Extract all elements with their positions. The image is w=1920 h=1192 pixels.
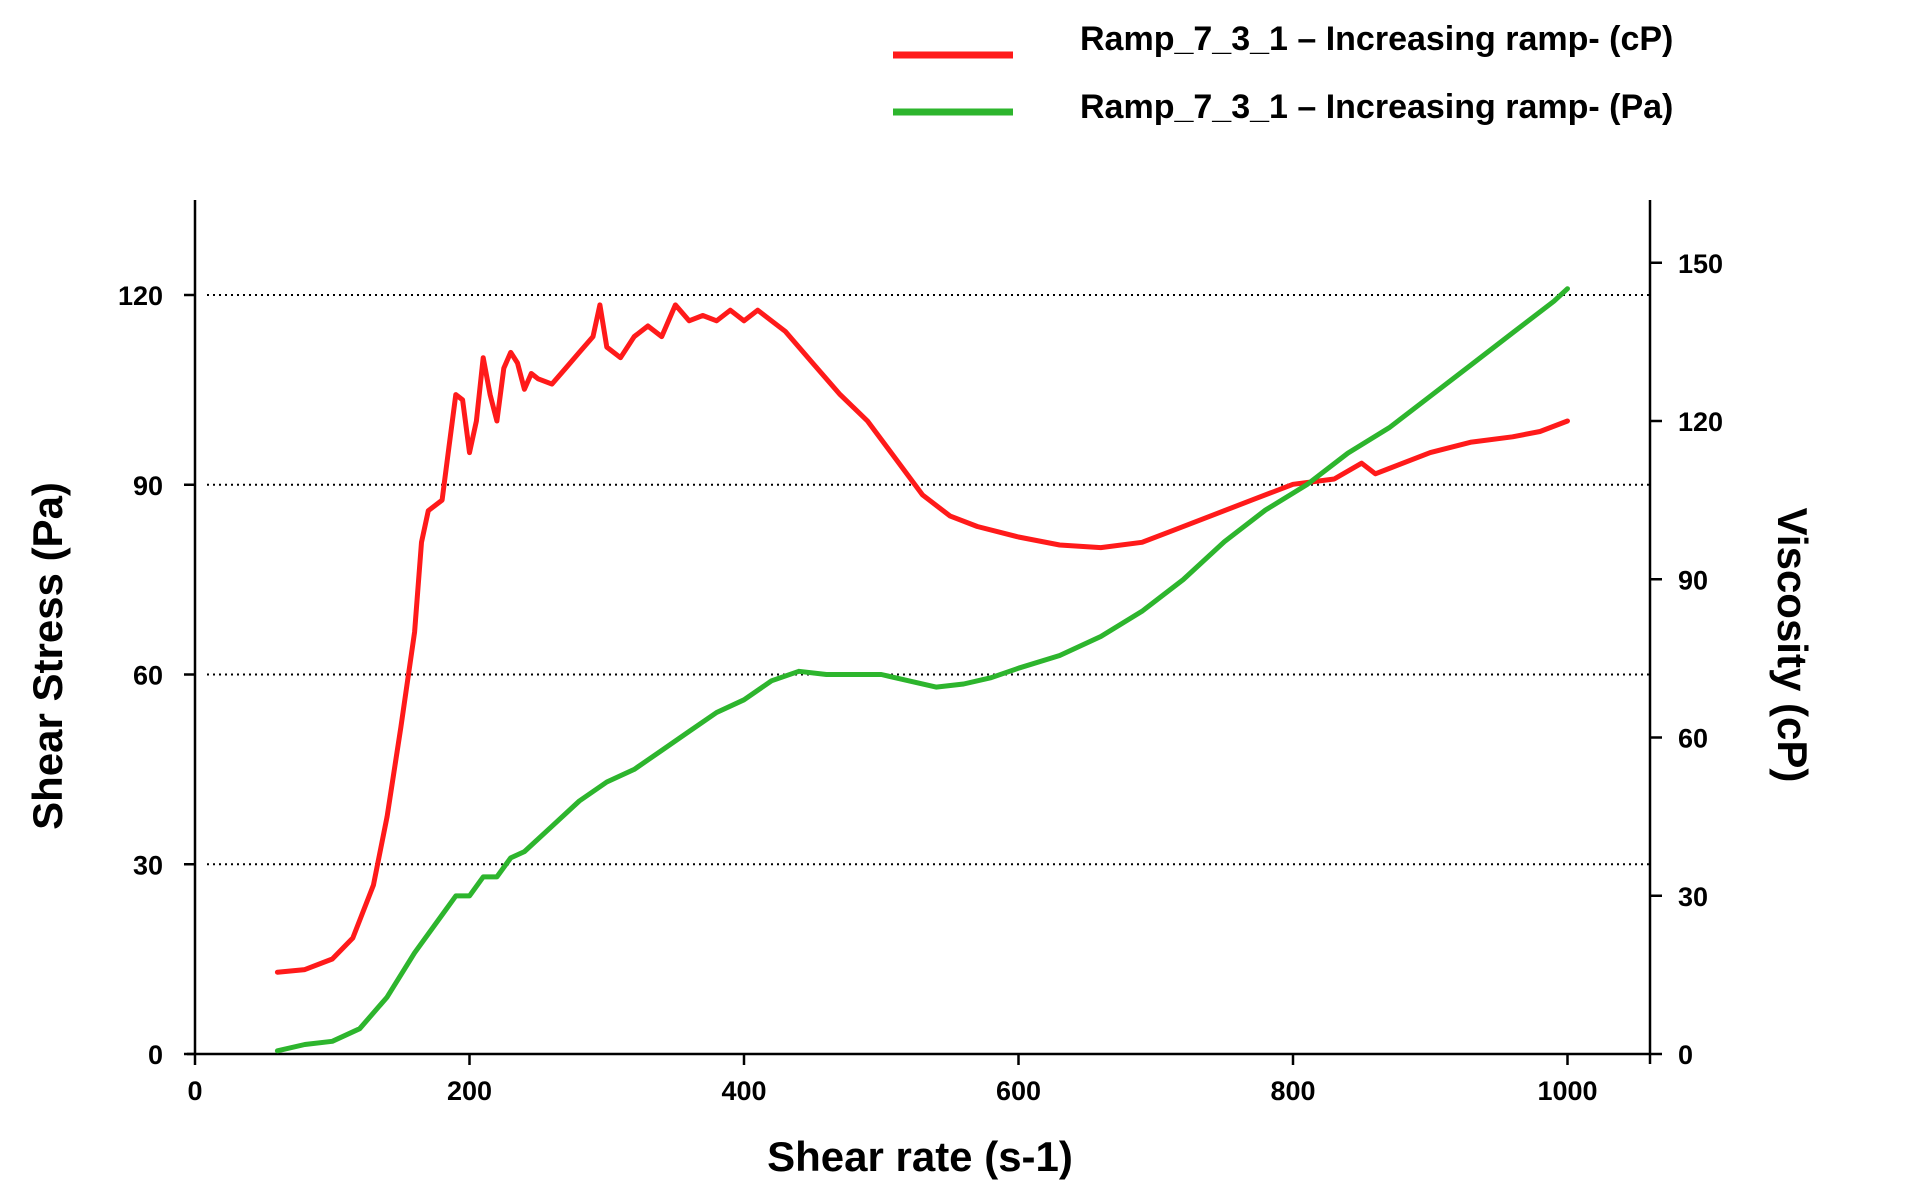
- x-tick-label-800: 800: [1270, 1076, 1315, 1106]
- series-line-viscosity-cp: [274, 302, 1570, 975]
- right-y-tick-label-150: 150: [1678, 249, 1723, 279]
- left-y-tick-label-90: 90: [133, 471, 163, 501]
- x-tick-label-200: 200: [447, 1076, 492, 1106]
- left-axis-title: Shear Stress (Pa): [24, 482, 71, 830]
- x-axis-title: Shear rate (s-1): [767, 1133, 1073, 1180]
- right-y-tick-label-0: 0: [1678, 1040, 1693, 1070]
- left-y-tick-label-0: 0: [148, 1040, 163, 1070]
- data-series: [274, 286, 1570, 1054]
- gridlines: [207, 294, 1650, 866]
- legend-label-pa: Ramp_7_3_1 – Increasing ramp- (Pa): [1080, 88, 1673, 126]
- right-y-tick-label-90: 90: [1678, 565, 1708, 595]
- left-y-tick-label-30: 30: [133, 850, 163, 880]
- left-y-tick-label-60: 60: [133, 661, 163, 691]
- legend-label-cp: Ramp_7_3_1 – Increasing ramp- (cP): [1080, 20, 1673, 58]
- right-axis-title: Viscosity (cP): [1769, 508, 1816, 783]
- x-tick-label-600: 600: [996, 1076, 1041, 1106]
- right-y-tick-label-30: 30: [1678, 882, 1708, 912]
- legend: Ramp_7_3_1 – Increasing ramp- (cP) Ramp_…: [893, 20, 1673, 126]
- series-line-shear-stress-pa: [274, 286, 1570, 1054]
- left-y-tick-label-120: 120: [118, 281, 163, 311]
- x-tick-label-1000: 1000: [1537, 1076, 1597, 1106]
- x-tick-label-400: 400: [721, 1076, 766, 1106]
- axes: 0 200 400 600 800 1000 0 30 60 90 120 0 30 60 90 120 150: [118, 200, 1723, 1106]
- right-y-tick-label-60: 60: [1678, 724, 1708, 754]
- x-tick-label-0: 0: [187, 1076, 202, 1106]
- right-y-tick-label-120: 120: [1678, 407, 1723, 437]
